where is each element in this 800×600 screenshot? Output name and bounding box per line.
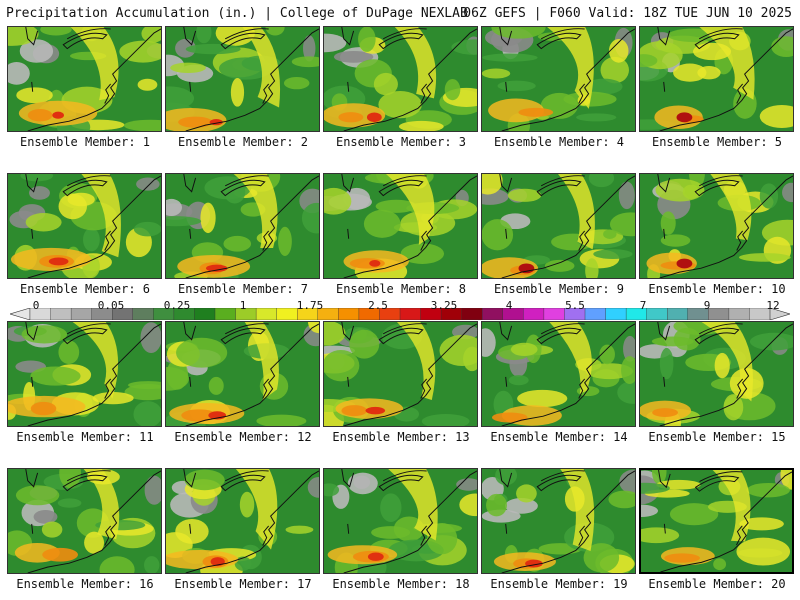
colorbar-swatch	[543, 308, 566, 320]
colorbar-tick-label: 12	[766, 299, 780, 312]
precip-map-graphic	[640, 322, 793, 426]
colorbar-swatch	[399, 308, 422, 320]
precip-map-graphic	[641, 470, 792, 572]
ensemble-map-10	[639, 173, 794, 279]
precip-map-graphic	[482, 27, 635, 131]
colorbar-swatch	[255, 308, 278, 320]
precip-map-graphic	[482, 322, 635, 426]
ensemble-map-17	[165, 468, 320, 574]
ensemble-member-label: Ensemble Member: 13	[332, 430, 470, 444]
ensemble-map-18	[323, 468, 478, 574]
ensemble-map-9	[481, 173, 636, 279]
run-valid-time: 06Z GEFS | F060 Valid: 18Z TUE JUN 10 20…	[463, 6, 792, 21]
colorbar-swatch	[194, 308, 216, 320]
precip-map-graphic	[640, 27, 793, 131]
colorbar-tick-label: 3.25	[430, 299, 458, 312]
ensemble-member-label: Ensemble Member: 10	[648, 282, 786, 296]
ensemble-map-16	[7, 468, 162, 574]
colorbar-swatch	[50, 308, 72, 320]
colorbar-swatch	[214, 308, 237, 320]
precip-map-graphic	[8, 469, 161, 573]
ensemble-map-11	[7, 321, 162, 427]
ensemble-map-1	[7, 26, 162, 132]
ensemble-member-label: Ensemble Member: 8	[335, 282, 467, 296]
ensemble-member-label: Ensemble Member: 4	[493, 135, 625, 149]
colorbar-swatch	[461, 308, 483, 320]
ensemble-map-20	[639, 468, 794, 574]
ensemble-member-label: Ensemble Member: 2	[177, 135, 309, 149]
precip-map-graphic	[324, 174, 477, 278]
colorbar-swatch	[523, 308, 545, 320]
precip-map-graphic	[166, 469, 319, 573]
colorbar-swatch	[605, 308, 627, 320]
colorbar-tick-label: 0.05	[97, 299, 125, 312]
colorbar-tick-label: 4	[505, 299, 513, 312]
ensemble-member-label: Ensemble Member: 11	[16, 430, 154, 444]
colorbar-tick-label: 5.5	[565, 299, 585, 312]
ensemble-map-2	[165, 26, 320, 132]
colorbar-swatch	[338, 308, 360, 320]
precip-map-graphic	[166, 174, 319, 278]
ensemble-member-label: Ensemble Member: 3	[335, 135, 467, 149]
precip-map-graphic	[324, 469, 477, 573]
ensemble-member-label: Ensemble Member: 20	[648, 577, 786, 591]
ensemble-map-12	[165, 321, 320, 427]
colorbar-swatch	[276, 308, 298, 320]
precip-map-graphic	[324, 27, 477, 131]
ensemble-member-label: Ensemble Member: 17	[174, 577, 312, 591]
colorbar-ramp	[10, 308, 790, 320]
ensemble-map-4	[481, 26, 636, 132]
colorbar-tick-label: 1	[239, 299, 247, 312]
colorbar-max-arrow	[769, 308, 790, 320]
ensemble-member-label: Ensemble Member: 16	[16, 577, 154, 591]
precip-map-graphic	[8, 174, 161, 278]
colorbar-swatch	[132, 308, 154, 320]
colorbar-tick-label: 2.5	[368, 299, 388, 312]
ensemble-member-label: Ensemble Member: 15	[648, 430, 786, 444]
colorbar-tick-label: 0.25	[163, 299, 191, 312]
colorbar-tick-label: 0	[32, 299, 40, 312]
precip-map-graphic	[166, 27, 319, 131]
map-title: Precipitation Accumulation (in.) | Colle…	[6, 6, 468, 21]
ensemble-member-label: Ensemble Member: 18	[332, 577, 470, 591]
ensemble-member-label: Ensemble Member: 1	[19, 135, 151, 149]
precip-map-graphic	[8, 322, 161, 426]
ensemble-map-6	[7, 173, 162, 279]
ensemble-map-7	[165, 173, 320, 279]
ensemble-member-label: Ensemble Member: 6	[19, 282, 151, 296]
colorbar-swatch	[708, 308, 730, 320]
precip-map-graphic	[324, 322, 477, 426]
colorbar-min-arrow	[10, 308, 31, 320]
colorbar-tick-label: 9	[703, 299, 711, 312]
precip-map-graphic	[640, 174, 793, 278]
colorbar-swatch	[482, 308, 504, 320]
ensemble-map-5	[639, 26, 794, 132]
colorbar-tick-label: 7	[639, 299, 647, 312]
colorbar-tick-label: 1.75	[296, 299, 324, 312]
ensemble-member-label: Ensemble Member: 5	[651, 135, 783, 149]
colorbar-swatch	[667, 308, 689, 320]
colorbar-swatch	[70, 308, 93, 320]
ensemble-map-19	[481, 468, 636, 574]
precip-map-graphic	[482, 469, 635, 573]
ensemble-member-label: Ensemble Member: 19	[490, 577, 628, 591]
precip-map-graphic	[482, 174, 635, 278]
ensemble-map-3	[323, 26, 478, 132]
ensemble-map-13	[323, 321, 478, 427]
ensemble-member-label: Ensemble Member: 7	[177, 282, 309, 296]
colorbar-swatch	[728, 308, 751, 320]
ensemble-map-15	[639, 321, 794, 427]
ensemble-member-label: Ensemble Member: 12	[174, 430, 312, 444]
colorbar-swatch	[584, 308, 607, 320]
ensemble-map-8	[323, 173, 478, 279]
colorbar-swatch	[646, 308, 668, 320]
precip-map-graphic	[166, 322, 319, 426]
ensemble-member-label: Ensemble Member: 14	[490, 430, 628, 444]
ensemble-map-14	[481, 321, 636, 427]
precip-colorbar: 0 0.05 0.25 1 1.75 2.5 3.25 4 5.5 7 9 12	[10, 299, 790, 323]
ensemble-member-label: Ensemble Member: 9	[493, 282, 625, 296]
precip-map-graphic	[8, 27, 161, 131]
